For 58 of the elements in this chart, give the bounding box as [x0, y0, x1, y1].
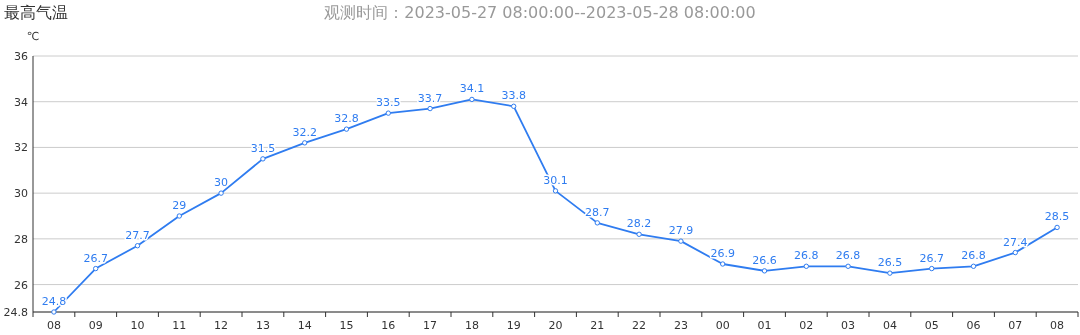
x-tick-label: 19	[506, 319, 521, 332]
x-tick-label: 16	[381, 319, 396, 332]
data-label: 32.2	[292, 125, 317, 139]
y-axis-title: ℃	[26, 30, 40, 43]
data-label: 34.1	[459, 82, 485, 96]
x-tick-label: 05	[924, 319, 939, 332]
data-label: 26.5	[877, 256, 903, 270]
x-tick-label: 18	[464, 319, 479, 332]
x-tick-label: 08	[1050, 319, 1065, 332]
y-tick-label: 26	[14, 278, 28, 292]
data-label: 27.7	[125, 228, 150, 242]
data-label: 29	[172, 199, 187, 212]
x-tick-label: 01	[757, 319, 772, 332]
x-tick-label: 00	[715, 319, 730, 332]
y-tick-label: 24.8	[3, 306, 28, 319]
data-label: 30	[214, 176, 229, 190]
y-tick-label: 28	[14, 232, 28, 246]
x-tick-label: 07	[1008, 319, 1023, 332]
x-tick-label: 08	[46, 319, 61, 332]
x-tick-label: 20	[548, 319, 563, 332]
x-tick-label: 11	[172, 319, 187, 332]
x-tick-label: 10	[130, 319, 145, 332]
y-tick-label: 32	[14, 141, 28, 155]
data-label: 32.8	[334, 112, 359, 126]
data-label: 26.8	[961, 249, 986, 263]
data-label: 33.8	[501, 89, 526, 103]
x-tick-label: 02	[799, 319, 814, 332]
y-tick-label: 34	[14, 95, 28, 109]
y-tick-label: 36	[14, 50, 28, 63]
x-tick-label: 14	[297, 319, 312, 332]
chart-subtitle: 观测时间：2023-05-27 08:00:00--2023-05-28 08:00:00	[324, 3, 756, 22]
x-tick-label: 21	[590, 319, 605, 332]
data-label: 28.2	[626, 217, 652, 231]
data-label: 26.8	[794, 249, 819, 263]
y-tick-label: 30	[14, 187, 28, 201]
data-label: 26.9	[710, 247, 735, 260]
data-label: 27.9	[668, 224, 694, 238]
data-label: 31.5	[250, 141, 276, 155]
chart-title: 最高气温	[4, 3, 68, 22]
x-tick-label: 13	[255, 319, 270, 332]
x-tick-label: 12	[214, 319, 229, 332]
data-label: 26.8	[835, 249, 861, 263]
x-tick-label: 09	[88, 319, 103, 332]
data-label: 26.7	[919, 251, 944, 265]
x-tick-label: 03	[841, 319, 856, 332]
data-label: 26.6	[752, 253, 777, 267]
x-tick-label: 04	[882, 319, 897, 332]
x-tick-label: 22	[632, 319, 647, 332]
x-tick-label: 15	[339, 319, 354, 332]
x-tick-label: 23	[673, 319, 688, 332]
data-label: 28.5	[1044, 210, 1070, 224]
x-tick-label: 17	[423, 319, 438, 332]
data-label: 28.7	[585, 205, 610, 219]
data-label: 27.4	[1003, 235, 1028, 249]
data-label: 33.7	[417, 91, 443, 105]
data-label: 26.7	[83, 251, 108, 265]
data-label: 33.5	[376, 96, 401, 110]
x-tick-label: 06	[966, 319, 981, 332]
